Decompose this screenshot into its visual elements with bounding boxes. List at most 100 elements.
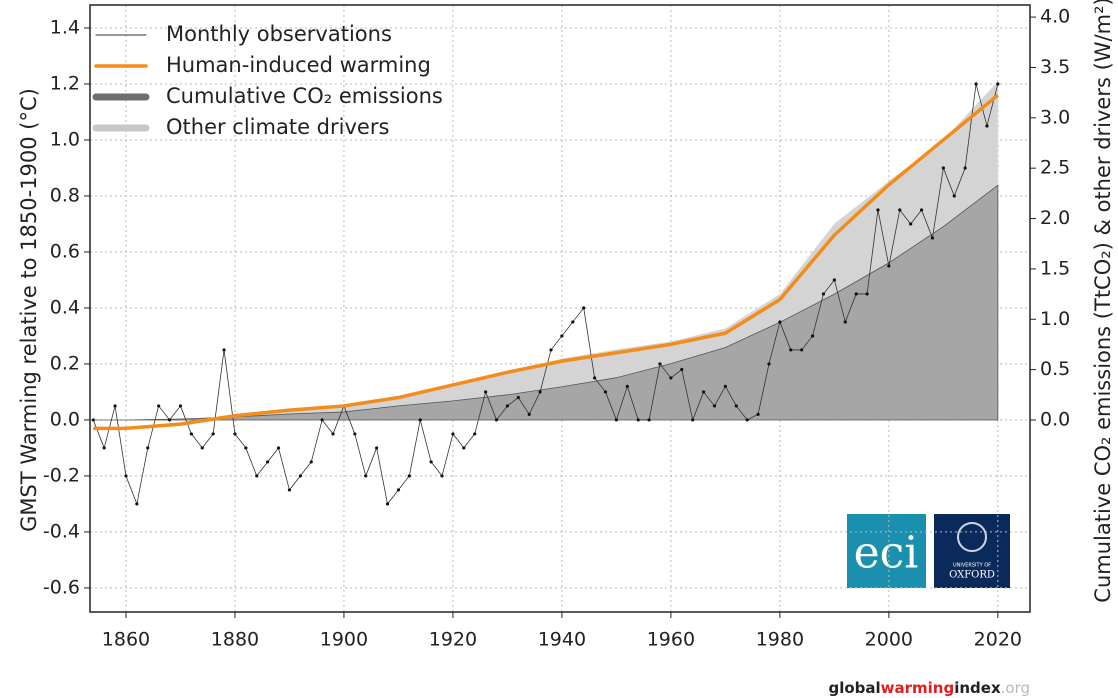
x-tick-label: 2000 (865, 629, 913, 651)
point (701, 390, 706, 394)
point (603, 390, 608, 394)
point (375, 446, 379, 450)
point (484, 390, 488, 394)
point (800, 348, 804, 352)
point (516, 395, 520, 400)
y2-tick-label: 0.5 (1040, 358, 1070, 380)
point (255, 474, 259, 478)
point (309, 460, 313, 464)
point (919, 208, 924, 212)
eci-logo: eci (847, 514, 926, 588)
y-tick-label: 0.6 (50, 240, 80, 262)
point (723, 384, 727, 388)
point (244, 446, 248, 450)
point (320, 418, 324, 422)
point (473, 432, 477, 436)
point (854, 292, 858, 296)
point (353, 432, 357, 436)
footer-part: index (954, 679, 1001, 697)
point (821, 292, 826, 296)
point (560, 334, 564, 338)
y2-tick-label: 1.0 (1040, 308, 1070, 330)
point (952, 194, 956, 198)
point (680, 367, 684, 372)
x-tick-label: 1920 (429, 629, 477, 651)
point (974, 82, 978, 86)
footer-part: warming (881, 679, 955, 697)
point (91, 418, 95, 422)
point (418, 418, 422, 422)
point (767, 362, 771, 366)
point (712, 404, 717, 408)
area (93, 81, 998, 421)
point (146, 446, 150, 450)
point (985, 124, 989, 128)
y-tick-label: -0.2 (43, 464, 80, 486)
y-tick-label: 0.8 (50, 184, 80, 206)
y-axis-label: GMST Warming relative to 1850-1900 (°C) (17, 88, 41, 532)
footer-part: global (828, 679, 880, 697)
legend-label: Other climate drivers (166, 115, 389, 139)
point (222, 348, 226, 352)
line (92, 83, 999, 505)
point (298, 474, 302, 478)
point (876, 208, 880, 212)
point (636, 418, 640, 422)
point (887, 264, 891, 268)
point (930, 236, 935, 240)
x-tick-label: 1960 (647, 629, 695, 651)
point (266, 460, 270, 464)
point (538, 390, 542, 394)
point (505, 404, 510, 408)
y-tick-label: 1.4 (50, 16, 80, 38)
point (287, 488, 292, 492)
point (178, 404, 183, 408)
point (669, 376, 673, 380)
point (658, 362, 662, 366)
point (571, 320, 575, 324)
point (276, 446, 281, 450)
point (996, 82, 1000, 86)
footer: globalwarmingindex.org (828, 679, 1030, 697)
point (135, 502, 139, 506)
point (102, 446, 106, 450)
oxford-crest (957, 522, 987, 552)
y2-tick-label: 2.5 (1040, 157, 1070, 179)
point (843, 320, 847, 324)
y2-tick-label: 0.0 (1040, 409, 1070, 431)
point (494, 418, 499, 422)
x-tick-label: 1980 (756, 629, 804, 651)
legend-label: Monthly observations (166, 22, 392, 46)
point (549, 348, 553, 352)
line (93, 93, 999, 431)
point (778, 320, 782, 324)
y2-axis-label: Cumulative CO₂ emissions (TtCO₂) & other… (1091, 0, 1115, 603)
point (527, 412, 531, 416)
y-tick-label: -0.4 (43, 520, 80, 542)
point (745, 418, 749, 422)
point (909, 222, 913, 226)
y2-tick-label: 4.0 (1040, 6, 1070, 28)
eci-text: eci (854, 528, 919, 579)
point (865, 292, 869, 296)
oxford-small: UNIVERSITY OF (953, 563, 991, 569)
point (364, 474, 368, 478)
point (614, 418, 619, 422)
point (407, 474, 411, 478)
point (233, 432, 237, 436)
point (898, 208, 902, 212)
point (113, 404, 117, 408)
oxford-text: OXFORD (949, 570, 995, 581)
y-tick-label: 1.2 (50, 72, 80, 94)
point (963, 166, 967, 170)
point (582, 306, 586, 310)
point (789, 348, 793, 352)
point (734, 404, 738, 408)
x-tick-label: 1880 (211, 629, 259, 651)
oxford-logo: UNIVERSITY OF OXFORD (934, 514, 1010, 588)
point (625, 384, 629, 388)
legend-label: Cumulative CO₂ emissions (166, 84, 443, 108)
area (93, 184, 999, 421)
plot-frame (89, 4, 1031, 613)
